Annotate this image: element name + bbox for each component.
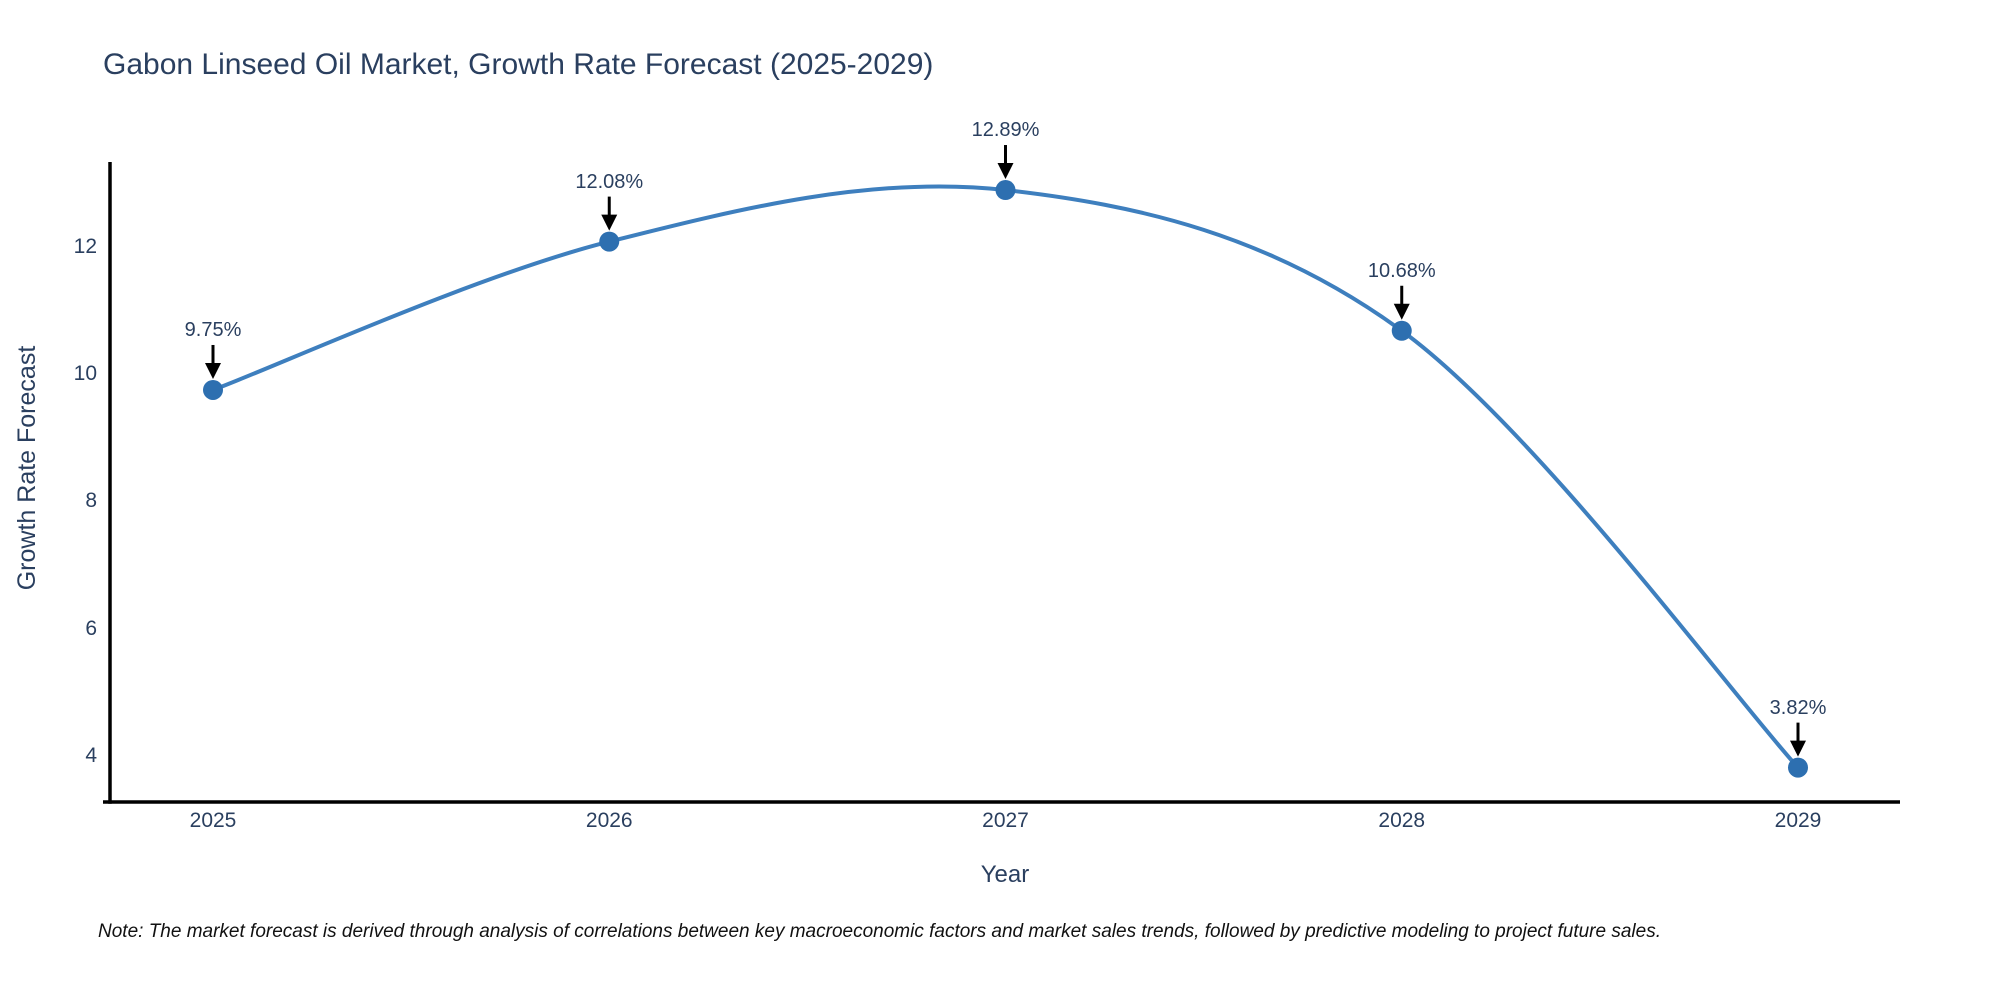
y-tick-label: 10 xyxy=(73,362,97,386)
trend-line xyxy=(211,184,1800,770)
y-tick-label: 12 xyxy=(73,234,97,258)
footnote: Note: The market forecast is derived thr… xyxy=(98,921,1661,942)
x-tick-label: 2026 xyxy=(585,809,633,832)
data-point-marker xyxy=(1788,757,1808,778)
x-tick-label: 2028 xyxy=(1378,809,1426,832)
annotation-arrowhead-icon xyxy=(997,163,1014,180)
x-tick-label: 2025 xyxy=(189,809,237,832)
y-axis-title: Growth Rate Forecast xyxy=(13,345,41,591)
point-annotation: 9.75% xyxy=(184,318,242,341)
annotation-arrowhead-icon xyxy=(1393,303,1410,320)
data-point-marker xyxy=(995,180,1016,201)
x-tick-label: 2029 xyxy=(1774,809,1822,832)
data-point-marker xyxy=(599,231,620,252)
annotation-arrowhead-icon xyxy=(1790,740,1806,757)
annotation-arrows xyxy=(205,145,1806,757)
point-annotation: 12.89% xyxy=(971,119,1040,142)
point-annotation: 12.08% xyxy=(575,170,644,193)
x-axis-title: Year xyxy=(980,861,1030,888)
point-annotation: 10.68% xyxy=(1367,259,1436,282)
annotation-arrowhead-icon xyxy=(601,214,618,231)
data-markers xyxy=(203,180,1808,778)
x-tick-label: 2027 xyxy=(982,809,1029,832)
data-point-marker xyxy=(203,379,223,400)
y-tick-label: 4 xyxy=(85,744,97,768)
annotation-arrowhead-icon xyxy=(205,362,221,379)
y-tick-label: 6 xyxy=(85,616,97,640)
y-tick-label: 8 xyxy=(85,489,97,513)
chart-title: Gabon Linseed Oil Market, Growth Rate Fo… xyxy=(103,48,934,81)
data-point-marker xyxy=(1391,320,1412,341)
point-annotation: 3.82% xyxy=(1769,696,1827,719)
